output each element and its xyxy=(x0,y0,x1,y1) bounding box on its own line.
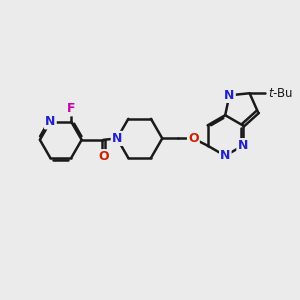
Text: F: F xyxy=(67,102,76,115)
Text: N: N xyxy=(112,132,122,145)
Text: N: N xyxy=(238,139,248,152)
Text: F: F xyxy=(67,102,76,115)
Text: O: O xyxy=(188,132,199,145)
Text: N: N xyxy=(220,149,230,162)
Text: N: N xyxy=(224,89,235,102)
Text: N: N xyxy=(112,132,122,145)
Text: $\it{t}$-Bu: $\it{t}$-Bu xyxy=(268,87,293,100)
Text: N: N xyxy=(224,89,235,102)
Text: O: O xyxy=(98,150,109,163)
Text: N: N xyxy=(45,115,56,128)
Text: O: O xyxy=(188,132,199,145)
Text: N: N xyxy=(238,139,248,152)
Text: O: O xyxy=(98,150,109,163)
Text: N: N xyxy=(45,115,56,128)
Text: N: N xyxy=(220,149,230,162)
